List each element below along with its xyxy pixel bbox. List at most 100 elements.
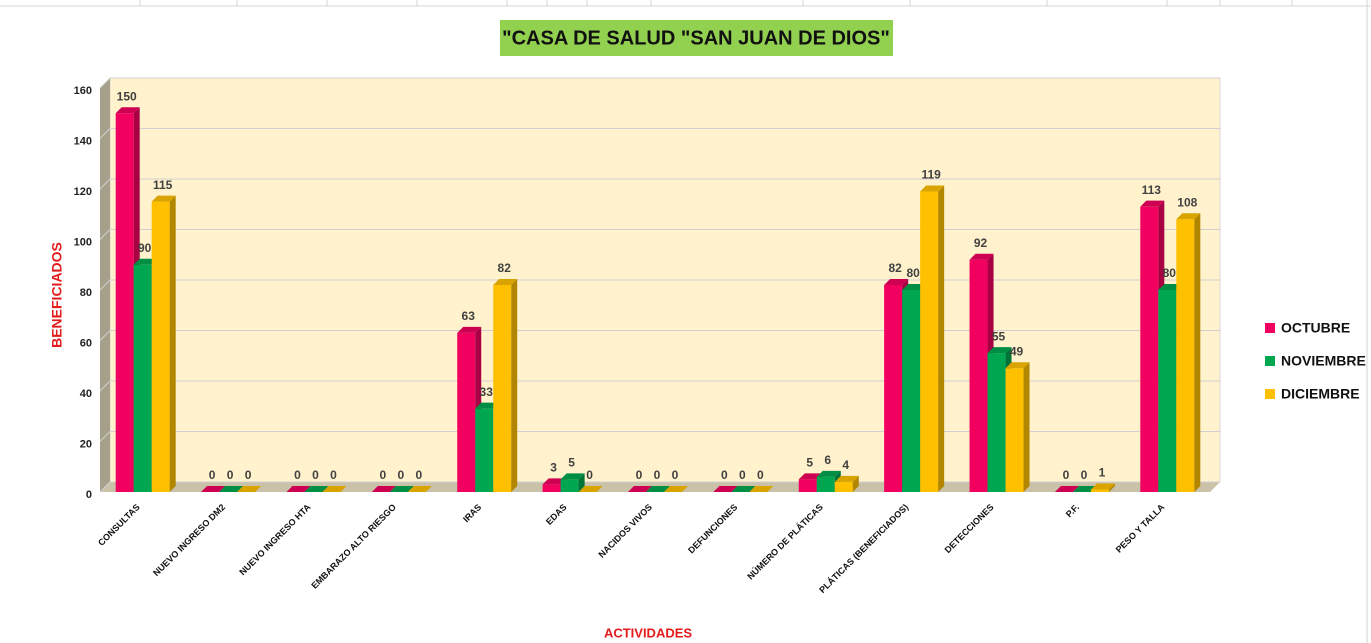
bar <box>713 486 738 492</box>
bar-top <box>493 278 518 285</box>
y-tick-label: 100 <box>74 236 92 248</box>
bar-front <box>542 484 561 492</box>
bar <box>628 486 652 492</box>
value-label: 92 <box>974 236 988 250</box>
grid-line <box>99 330 1220 341</box>
y-tick-label: 120 <box>74 186 92 198</box>
bar-top <box>628 486 652 492</box>
bar-front <box>133 264 152 492</box>
value-label: 5 <box>568 456 575 470</box>
value-label: 115 <box>153 178 173 192</box>
bar <box>578 486 603 492</box>
bar-top <box>713 486 738 492</box>
bar-top <box>884 278 909 285</box>
chart-title: "CASA DE SALUD "SAN JUAN DE DIOS" <box>502 27 890 49</box>
bar-top <box>201 486 226 492</box>
value-label: 0 <box>312 468 319 482</box>
bar-front <box>902 290 921 492</box>
bar-front <box>987 353 1006 492</box>
value-label: 108 <box>1177 195 1197 209</box>
value-label: 119 <box>921 168 941 182</box>
legend-label: DICIEMBRE <box>1281 386 1360 402</box>
legend-swatch <box>1265 323 1275 333</box>
value-label: 5 <box>806 456 813 470</box>
value-label: 55 <box>992 329 1006 343</box>
value-label: 49 <box>1010 344 1024 358</box>
bar-top <box>286 486 311 492</box>
bar <box>371 486 396 492</box>
value-label: 0 <box>1063 468 1070 482</box>
y-tick-label: 160 <box>74 85 92 97</box>
value-label: 33 <box>480 385 494 399</box>
bar-top <box>1054 486 1079 492</box>
bar-top <box>219 486 244 492</box>
bar <box>1005 362 1030 492</box>
legend-label: OCTUBRE <box>1281 320 1350 336</box>
bar-top <box>1090 483 1115 490</box>
value-label: 0 <box>636 468 643 482</box>
bar-front <box>115 113 134 492</box>
grid-line <box>99 279 1220 291</box>
bar <box>664 486 688 492</box>
legend-swatch <box>1265 389 1275 399</box>
bar-top <box>834 475 859 482</box>
bar-side <box>852 475 859 492</box>
value-label: 150 <box>117 89 137 103</box>
bar-top <box>731 486 756 492</box>
bar-front <box>1005 368 1024 492</box>
bar <box>1054 486 1079 492</box>
x-axis-label: ACTIVIDADES <box>604 625 692 640</box>
bar <box>646 486 670 492</box>
bar <box>322 486 347 492</box>
bar <box>493 278 518 492</box>
bar <box>1176 213 1201 493</box>
value-label: 1 <box>1099 466 1106 480</box>
y-tick-label: 40 <box>80 388 92 400</box>
y-tick-label: 20 <box>80 438 92 450</box>
value-label: 0 <box>380 468 387 482</box>
value-label: 0 <box>209 468 216 482</box>
grid-line <box>99 431 1220 442</box>
bar-front <box>798 479 817 492</box>
bar-side <box>938 185 945 492</box>
value-label: 0 <box>1081 468 1088 482</box>
grid-line <box>99 128 1220 139</box>
bar-front <box>1158 290 1177 492</box>
legend-label: NOVIEMBRE <box>1281 353 1366 369</box>
bar-side <box>169 195 176 492</box>
value-label: 0 <box>586 468 593 482</box>
bar-top <box>371 486 396 492</box>
y-tick-label: 140 <box>74 135 92 147</box>
bar <box>237 486 262 492</box>
bar-front <box>475 408 494 492</box>
value-label: 0 <box>721 468 728 482</box>
bar <box>201 486 226 492</box>
bar-side <box>1194 213 1201 493</box>
value-label: 0 <box>294 468 301 482</box>
bar-top <box>578 486 603 492</box>
value-label: 113 <box>1142 183 1162 197</box>
bar-top <box>304 486 329 492</box>
bar-front <box>457 332 476 492</box>
bar-top <box>1176 213 1201 220</box>
bar <box>219 486 244 492</box>
bar-top <box>1140 200 1165 207</box>
bar-top <box>920 185 945 192</box>
value-label: 3 <box>550 461 557 475</box>
bar-front <box>834 481 853 492</box>
value-label: 0 <box>654 468 661 482</box>
y-tick-label: 0 <box>86 489 92 501</box>
y-axis-label: BENEFICIADOS <box>49 242 65 348</box>
bar-top <box>407 486 432 492</box>
bar <box>731 486 756 492</box>
bar <box>304 486 329 492</box>
grid-line <box>99 380 1220 392</box>
bar-side <box>511 278 518 492</box>
bar <box>920 185 945 492</box>
bar-front <box>151 201 170 492</box>
bar-front <box>1176 219 1195 493</box>
bar-top <box>560 473 585 480</box>
value-label: 0 <box>757 468 764 482</box>
bar <box>389 486 414 492</box>
y-tick-label: 80 <box>80 287 92 299</box>
